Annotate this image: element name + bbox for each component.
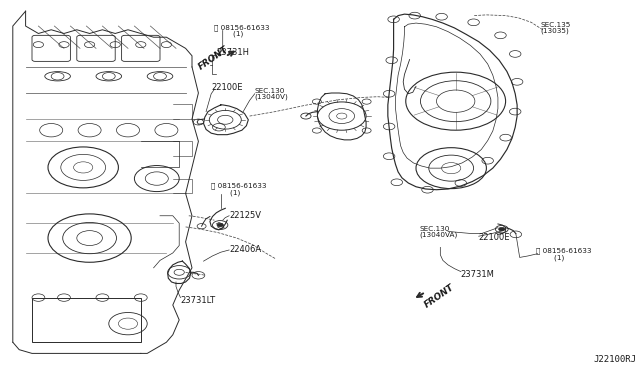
Text: (1): (1) (221, 189, 240, 196)
Text: (1): (1) (545, 254, 564, 261)
Text: 22406A: 22406A (229, 245, 261, 254)
Text: 23731H: 23731H (216, 48, 250, 57)
Text: FRONT: FRONT (197, 44, 230, 71)
Text: FRONT: FRONT (422, 282, 456, 309)
Bar (32, 298, 141, 342)
Text: Ⓑ 08156-61633: Ⓑ 08156-61633 (214, 25, 270, 31)
Circle shape (499, 227, 505, 231)
Text: 22100E: 22100E (211, 83, 243, 92)
Text: (13035): (13035) (541, 28, 570, 35)
Text: J22100RJ: J22100RJ (594, 355, 637, 364)
Text: (13040V): (13040V) (255, 93, 289, 100)
Text: 22100E: 22100E (479, 233, 510, 242)
Text: SEC.135: SEC.135 (541, 22, 571, 28)
Text: (13040VA): (13040VA) (419, 231, 458, 238)
Text: Ⓑ 08156-61633: Ⓑ 08156-61633 (536, 248, 592, 254)
Circle shape (217, 223, 223, 227)
Text: (1): (1) (224, 31, 243, 38)
Text: SEC.130: SEC.130 (419, 226, 449, 232)
Text: 23731M: 23731M (461, 270, 495, 279)
Text: SEC.130: SEC.130 (255, 88, 285, 94)
Text: Ⓑ 08156-61633: Ⓑ 08156-61633 (211, 183, 267, 189)
Text: 22125V: 22125V (229, 211, 261, 220)
Text: 23731LT: 23731LT (180, 296, 216, 305)
